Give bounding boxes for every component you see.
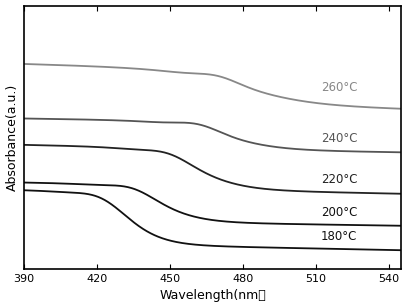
X-axis label: Wavelength(nm）: Wavelength(nm）: [159, 290, 266, 302]
Text: 200°C: 200°C: [321, 206, 357, 219]
Y-axis label: Absorbance(a.u.): Absorbance(a.u.): [6, 84, 19, 191]
Text: 240°C: 240°C: [321, 132, 357, 145]
Text: 260°C: 260°C: [321, 81, 357, 94]
Text: 220°C: 220°C: [321, 173, 357, 186]
Text: 180°C: 180°C: [321, 230, 357, 243]
